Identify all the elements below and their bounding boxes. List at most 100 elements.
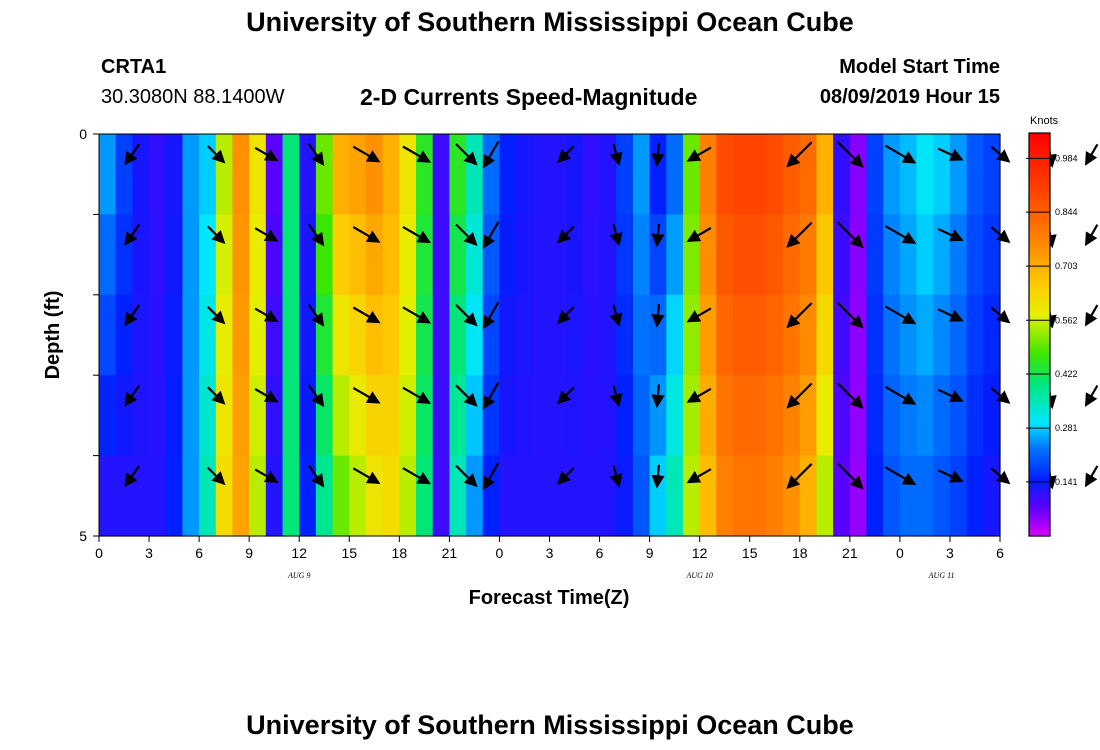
colorbar-swatch (1029, 495, 1050, 499)
heatmap-cell (299, 134, 317, 215)
current-vector-arrow (937, 147, 964, 161)
colorbar-swatch (1029, 147, 1050, 150)
colorbar-swatch (1029, 265, 1050, 269)
heatmap-cell (365, 375, 384, 457)
heatmap-cell (416, 214, 434, 296)
heatmap-cell (799, 214, 818, 296)
heatmap-cell (766, 455, 784, 537)
colorbar-swatch (1029, 374, 1050, 378)
colorbar-swatch (1029, 358, 1050, 362)
colorbar-swatch (1029, 159, 1050, 162)
colorbar-swatch (1029, 382, 1050, 386)
current-vector-arrow (609, 465, 623, 488)
heatmap-cell (416, 294, 434, 376)
heatmap-cell (866, 455, 884, 537)
date-label: AUG 11 (928, 571, 955, 580)
current-vector-arrow (124, 465, 141, 488)
colorbar-swatch (1029, 288, 1050, 291)
colorbar-swatch (1029, 433, 1050, 436)
colorbar-swatch (1029, 167, 1050, 170)
heatmap-cell (716, 214, 734, 296)
heatmap-cell (916, 294, 934, 376)
heatmap-cell (99, 455, 117, 537)
heatmap-cell (916, 134, 934, 215)
x-tick-label: 15 (341, 545, 357, 561)
y-axis-title: Depth (ft) (42, 291, 64, 380)
current-vector-arrow (482, 382, 500, 410)
colorbar-swatch (1029, 521, 1050, 525)
x-tick-label: 21 (442, 545, 458, 561)
colorbar-swatch (1029, 499, 1050, 503)
heatmap-cell (616, 294, 634, 376)
heatmap-cell (399, 294, 417, 376)
heatmap-cell (899, 214, 918, 296)
heatmap-cell (149, 455, 167, 537)
heatmap-cell (699, 214, 717, 296)
heatmap-cell (566, 375, 584, 457)
current-vector-arrow (836, 382, 864, 410)
colorbar-swatch (1029, 330, 1050, 334)
heatmap-cell (165, 375, 184, 457)
colorbar-swatch (1029, 479, 1050, 483)
heatmap-cell (666, 455, 684, 537)
heatmap-cell (582, 455, 601, 537)
heatmap-cell (466, 214, 484, 296)
colorbar-swatch (1029, 513, 1050, 517)
colorbar-swatch (1029, 477, 1050, 481)
heatmap-cell (833, 294, 851, 376)
date-label: AUG 9 (287, 571, 310, 580)
colorbar-swatch (1029, 215, 1050, 219)
heatmap-cell (699, 134, 717, 215)
heatmap-cell (299, 214, 317, 296)
colorbar-swatch (1029, 421, 1050, 424)
heatmap-cell (666, 214, 684, 296)
current-vector-arrow (609, 304, 623, 327)
colorbar-swatch (1029, 274, 1050, 277)
current-vector-arrow (651, 143, 665, 167)
current-vector-arrow (651, 384, 665, 409)
current-vector-arrow (124, 304, 141, 327)
heatmap-cell (516, 134, 534, 215)
heatmap-cell (916, 214, 934, 296)
colorbar-tick-label: 0.141 (1055, 477, 1078, 487)
x-tick-label: 18 (792, 545, 808, 561)
current-vector-arrow (254, 468, 279, 483)
colorbar-swatch (1029, 294, 1050, 297)
heatmap-cell (933, 375, 951, 457)
current-vector-arrow (352, 467, 381, 484)
heatmap-cell (749, 134, 768, 215)
colorbar-swatch (1029, 364, 1050, 368)
current-vector-arrow (402, 225, 432, 244)
heatmap-cell (315, 294, 334, 376)
x-tick-label: 12 (291, 545, 307, 561)
colorbar-swatch (1029, 263, 1050, 267)
current-vector-arrow (686, 227, 712, 242)
colorbar-swatch (1029, 461, 1050, 465)
x-tick-label: 3 (145, 545, 153, 561)
heatmap-cell (349, 455, 367, 537)
heatmap-cell (933, 134, 951, 215)
heatmap-cell (749, 375, 768, 457)
heatmap-cell (466, 455, 484, 537)
colorbar-swatch (1029, 533, 1050, 537)
current-vector-arrow (836, 221, 864, 249)
current-vector-arrow (557, 226, 575, 244)
current-vector-arrow (1084, 465, 1099, 488)
current-vector-arrow (1084, 304, 1099, 327)
heatmap-cell (933, 214, 951, 296)
heatmap-cell (516, 294, 534, 376)
colorbar-swatch (1029, 370, 1050, 374)
heatmap-cell (449, 294, 467, 376)
colorbar-tick-label: 0.844 (1055, 207, 1078, 217)
heatmap-cell (215, 455, 234, 537)
current-vector-arrow (836, 141, 864, 168)
colorbar-swatch (1029, 425, 1050, 428)
x-tick-label: 0 (496, 545, 504, 561)
x-tick-label: 21 (842, 545, 858, 561)
colorbar-swatch (1029, 386, 1050, 390)
x-tick-label: 6 (195, 545, 203, 561)
colorbar-swatch (1029, 143, 1050, 146)
colorbar-swatch (1029, 253, 1050, 257)
current-vector-arrow (455, 143, 478, 166)
colorbar-swatch (1029, 394, 1050, 398)
